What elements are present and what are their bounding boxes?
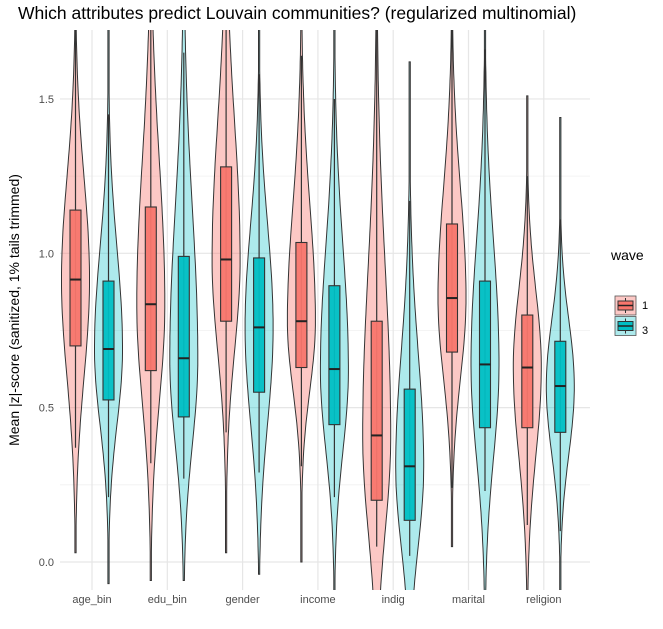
box-indig-wave1 xyxy=(370,320,383,501)
x-tick-label: income xyxy=(300,594,335,606)
box-marital-wave1 xyxy=(445,223,459,353)
x-tick-label: religion xyxy=(526,594,561,606)
box-gender-wave1 xyxy=(220,166,233,322)
box-age_bin-wave1 xyxy=(69,209,82,347)
x-tick-label: indig xyxy=(382,594,405,606)
x-tick-label: age_bin xyxy=(72,594,111,606)
chart-title: Which attributes predict Louvain communi… xyxy=(18,3,577,23)
grid xyxy=(60,30,590,590)
box-indig-wave3 xyxy=(403,388,416,521)
box-marital-wave3 xyxy=(478,280,492,429)
box-income-wave1 xyxy=(295,241,308,369)
box-income-wave3 xyxy=(328,285,341,426)
violins xyxy=(61,30,575,590)
x-tick-label: gender xyxy=(225,594,260,606)
y-tick-label: 0.5 xyxy=(39,403,54,415)
y-tick-label: 0.0 xyxy=(39,557,54,569)
legend-title: wave xyxy=(611,247,644,263)
legend-label-1: 1 xyxy=(642,300,649,312)
box-edu_bin-wave1 xyxy=(144,206,157,372)
x-tick-label: marital xyxy=(452,594,485,606)
y-tick-label: 1.5 xyxy=(39,94,54,106)
box-religion-wave1 xyxy=(521,314,534,429)
box-age_bin-wave3 xyxy=(102,280,115,401)
axes: 0.0 0.5 1.0 1.5 age_bin edu_bin gender income in… xyxy=(39,94,562,606)
box-edu_bin-wave3 xyxy=(177,255,190,418)
legend-keys xyxy=(614,295,637,336)
box-gender-wave3 xyxy=(253,257,266,393)
legend-label-3: 3 xyxy=(642,325,649,337)
x-tick-label: edu_bin xyxy=(148,594,187,606)
y-tick-label: 1.0 xyxy=(39,248,54,260)
